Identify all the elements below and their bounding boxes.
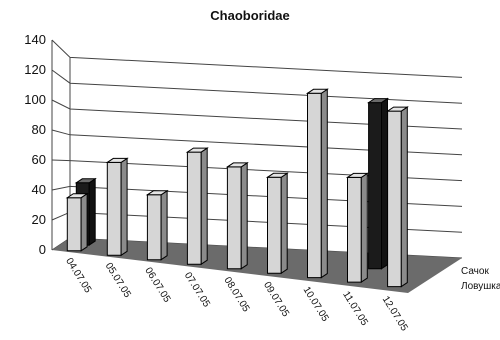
y-tick-label: 40 xyxy=(32,182,46,197)
x-tick-label: 12.07.05 xyxy=(380,294,410,333)
y-tick-label: 100 xyxy=(24,92,46,107)
x-tick-label: 06.07.05 xyxy=(142,266,172,305)
bar-lovushka xyxy=(305,88,329,279)
bar-lovushka xyxy=(225,161,249,270)
bar-back-row xyxy=(366,97,390,270)
bar-lovushka xyxy=(105,157,129,257)
y-tick-label: 120 xyxy=(24,62,46,77)
y-axis-ticks: 0 20 40 60 80 100 120 140 xyxy=(24,32,46,257)
x-tick-label: 08.07.05 xyxy=(221,275,251,314)
x-tick-label: 05.07.05 xyxy=(103,261,133,300)
bar-lovushka xyxy=(345,172,369,284)
legend-entry-sachok: Сачок xyxy=(461,266,489,277)
gridline xyxy=(51,39,463,78)
y-tick-label: 0 xyxy=(39,242,46,257)
gridline xyxy=(51,69,463,104)
x-tick-label: 04.07.05 xyxy=(63,256,93,295)
y-tick-label: 80 xyxy=(32,122,46,137)
chart-title: Chaoboridae xyxy=(210,8,289,23)
x-tick-label: 10.07.05 xyxy=(301,285,331,324)
y-tick-label: 140 xyxy=(24,32,46,47)
bar-lovushka xyxy=(385,106,409,288)
legend-entry-lovushka: Ловушка xyxy=(461,281,500,292)
bars xyxy=(65,88,409,288)
grid xyxy=(51,39,463,259)
bar-lovushka xyxy=(265,172,289,275)
x-tick-label: 09.07.05 xyxy=(261,280,291,319)
y-tick-label: 60 xyxy=(32,152,46,167)
bar-lovushka xyxy=(65,192,89,252)
bar-lovushka xyxy=(145,189,169,261)
y-tick-label: 20 xyxy=(32,212,46,227)
x-tick-label: 07.07.05 xyxy=(182,270,212,309)
legend: Сачок Ловушка xyxy=(461,266,500,292)
x-tick-label: 11.07.05 xyxy=(340,290,370,329)
bar-lovushka xyxy=(185,147,209,266)
